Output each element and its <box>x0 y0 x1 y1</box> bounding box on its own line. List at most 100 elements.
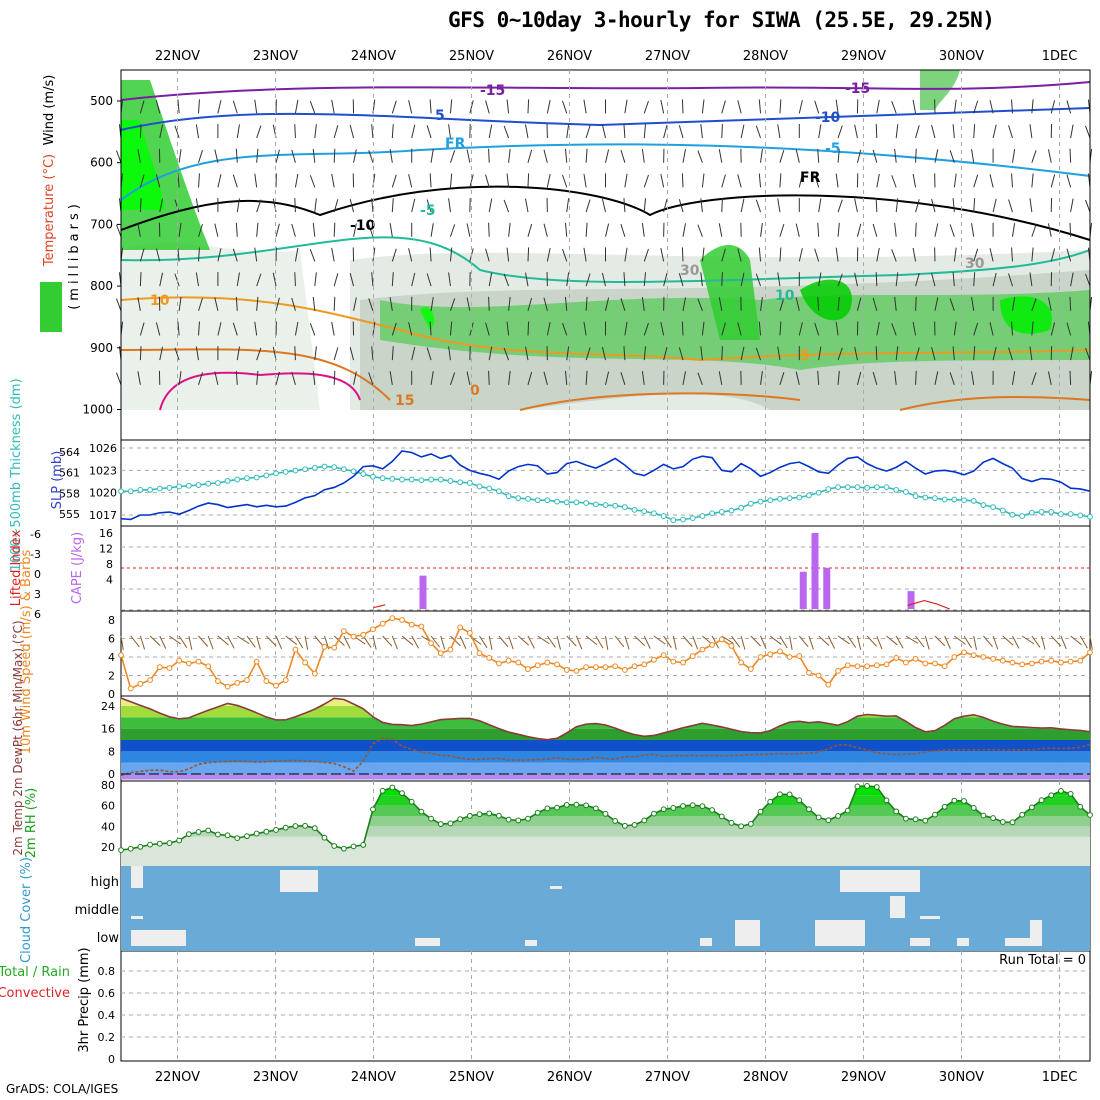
wind-barb <box>389 149 393 163</box>
footer-credit: GrADS: COLA/IGES <box>6 1082 119 1096</box>
thickness-point <box>835 484 841 491</box>
wind-barb <box>779 321 782 336</box>
wind-barb <box>314 272 317 287</box>
wind-barb <box>740 272 745 287</box>
wind-barb <box>130 635 140 648</box>
wind-barb <box>643 124 647 139</box>
wind-barb <box>682 635 693 647</box>
panel-frame-slp <box>120 439 1091 527</box>
wind-barb <box>952 124 955 139</box>
wind-barb <box>198 149 203 163</box>
wind-barb <box>837 273 843 287</box>
wind-barb <box>895 272 899 287</box>
wind-barb <box>583 173 587 188</box>
wind-barb <box>660 99 665 114</box>
wind-barb <box>155 322 161 336</box>
thickness-point <box>825 486 832 493</box>
wind-speed-point <box>757 654 764 660</box>
wind-barb <box>875 272 878 287</box>
rh-point <box>195 829 202 835</box>
wind-speed-point <box>1067 658 1074 665</box>
wind-barb <box>214 371 219 385</box>
wind-barb <box>575 635 583 650</box>
wind-barb <box>700 124 703 139</box>
rh-point <box>1028 804 1035 811</box>
wind-barb <box>971 371 975 385</box>
wind-barb <box>294 321 299 336</box>
wind-barb <box>641 297 645 311</box>
wind-barb <box>426 347 432 361</box>
rh-point <box>244 833 250 840</box>
wind-barb <box>1069 148 1072 163</box>
wind-barb <box>915 199 920 213</box>
rh-tick: 60 <box>101 800 115 813</box>
wind-barb <box>1029 272 1033 287</box>
rh-point <box>563 801 570 808</box>
wind-barb <box>718 149 723 163</box>
wind-barb <box>254 247 258 262</box>
wind-speed-point <box>835 667 841 674</box>
rh-tick: 20 <box>101 841 115 854</box>
wind-barb <box>232 174 238 188</box>
wind-speed-point <box>1058 659 1064 666</box>
wind-barb <box>721 248 726 262</box>
wind-barb <box>760 635 767 650</box>
wind-speed-point <box>602 664 609 671</box>
wind-barb <box>672 635 677 650</box>
wind-barb <box>737 174 742 188</box>
rh-point <box>185 831 192 838</box>
wind-barb <box>601 346 606 361</box>
thickness-point <box>1028 509 1035 516</box>
wind-barb <box>256 148 259 163</box>
wind-barb <box>174 199 180 213</box>
rh-point <box>961 798 967 804</box>
wind-tick: 2 <box>108 670 115 683</box>
thickness-point <box>592 501 599 508</box>
date-label-top: 25NOV <box>449 49 494 64</box>
wind-barb <box>159 124 164 139</box>
wind-barb <box>777 124 781 139</box>
wind-speed-point <box>1038 658 1045 665</box>
wind-barb <box>663 124 668 139</box>
wind-barb <box>488 296 490 311</box>
wind-barb <box>681 173 684 188</box>
wind-barb <box>408 174 413 188</box>
thickness-point <box>922 494 929 501</box>
wind-barb <box>382 635 393 647</box>
wind-barb <box>546 248 551 262</box>
wind-barb <box>1011 297 1016 311</box>
wind-barb <box>876 173 880 188</box>
wind-barb <box>562 100 568 114</box>
wind-speed-point <box>738 659 745 666</box>
wind-speed-point <box>244 677 250 684</box>
thickness-point <box>447 478 454 484</box>
wind-barb <box>681 99 684 114</box>
wind-speed-point <box>941 663 948 670</box>
wind-barb <box>217 635 229 646</box>
thickness-point <box>399 476 405 483</box>
wind-barb <box>389 297 393 311</box>
wind-barb <box>543 223 548 237</box>
wind-barb <box>1031 173 1034 188</box>
thickness-point <box>1019 513 1026 519</box>
wind-barb <box>760 371 763 385</box>
wind-barb <box>178 635 188 648</box>
thickness-point <box>554 498 560 505</box>
date-label-bottom: 27NOV <box>645 1070 690 1085</box>
wind-speed-point <box>408 621 415 628</box>
isotherm-5 <box>120 296 1091 362</box>
wind-barb <box>777 198 781 213</box>
cloud-row-label: low <box>97 931 120 946</box>
wind-barb <box>275 371 280 385</box>
wind-barb <box>498 635 509 647</box>
rh-tick: 80 <box>101 779 115 792</box>
wind-barb <box>291 371 296 385</box>
date-label-top: 29NOV <box>841 49 886 64</box>
wind-barb <box>894 148 897 163</box>
wind-barb <box>1066 174 1072 188</box>
wind-barb <box>254 321 258 336</box>
wind-speed-point <box>379 620 386 627</box>
slp-tick: 1020 <box>89 487 117 500</box>
wind-barb <box>605 297 610 311</box>
thickness-point <box>951 496 958 503</box>
